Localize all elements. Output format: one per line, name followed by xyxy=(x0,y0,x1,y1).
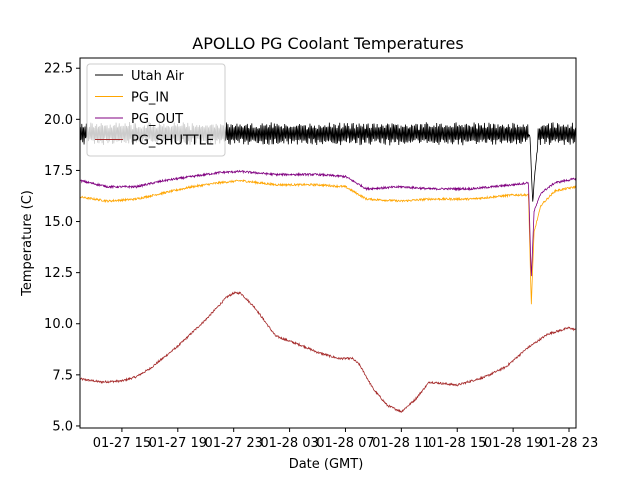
legend-label-pg-out: PG_OUT xyxy=(131,112,183,127)
x-tick-label: 01-28 07 xyxy=(316,436,374,451)
y-tick-label: 7.5 xyxy=(52,368,73,383)
chart-title: APOLLO PG Coolant Temperatures xyxy=(192,34,463,53)
y-axis-ticks: 5.0 7.5 10.0 12.5 15.0 17.5 20.0 22.5 xyxy=(44,62,80,434)
x-tick-label: 01-27 19 xyxy=(149,436,207,451)
x-tick-label: 01-27 23 xyxy=(204,436,262,451)
series-line-pg-in xyxy=(79,179,577,305)
x-tick-label: 01-27 15 xyxy=(93,436,151,451)
y-tick-label: 17.5 xyxy=(44,164,73,179)
legend-label-utah-air: Utah Air xyxy=(131,69,184,84)
x-tick-label: 01-28 15 xyxy=(428,436,486,451)
legend-label-pg-in: PG_IN xyxy=(131,91,169,106)
series-line-pg-shuttle xyxy=(79,290,577,413)
y-tick-label: 12.5 xyxy=(44,266,73,281)
y-tick-label: 20.0 xyxy=(44,113,73,128)
y-tick-label: 22.5 xyxy=(44,62,73,77)
x-tick-label: 01-28 11 xyxy=(372,436,430,451)
legend: Utah Air PG_IN PG_OUT PG_SHUTTLE xyxy=(86,63,226,157)
x-axis-label: Date (GMT) xyxy=(289,457,364,472)
y-tick-label: 10.0 xyxy=(44,317,73,332)
legend-items: Utah Air PG_IN PG_OUT PG_SHUTTLE xyxy=(95,69,214,149)
plot-frame xyxy=(79,57,577,429)
y-tick-label: 5.0 xyxy=(52,419,73,434)
x-tick-label: 01-28 19 xyxy=(484,436,542,451)
legend-label-pg-shuttle: PG_SHUTTLE xyxy=(131,134,214,149)
x-tick-label: 01-28 03 xyxy=(260,436,318,451)
y-axis-label: Temperature (C) xyxy=(20,190,35,297)
series-line-pg-out xyxy=(79,169,577,277)
legend-box xyxy=(86,63,226,157)
y-tick-label: 15.0 xyxy=(44,215,73,230)
x-tick-label: 01-28 23 xyxy=(540,436,598,451)
